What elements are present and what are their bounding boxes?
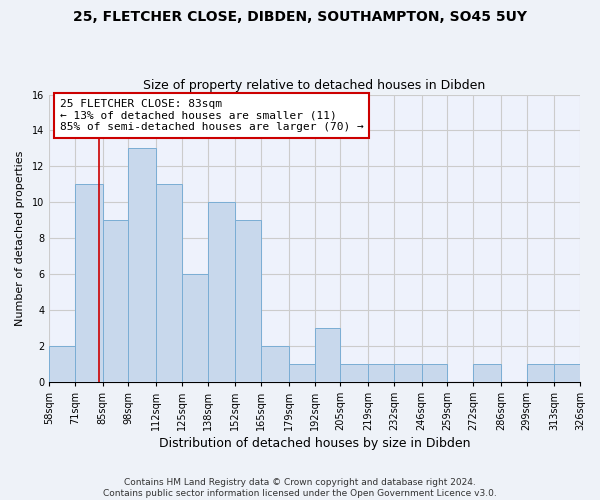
- Y-axis label: Number of detached properties: Number of detached properties: [15, 150, 25, 326]
- Text: 25, FLETCHER CLOSE, DIBDEN, SOUTHAMPTON, SO45 5UY: 25, FLETCHER CLOSE, DIBDEN, SOUTHAMPTON,…: [73, 10, 527, 24]
- Text: 25 FLETCHER CLOSE: 83sqm
← 13% of detached houses are smaller (11)
85% of semi-d: 25 FLETCHER CLOSE: 83sqm ← 13% of detach…: [60, 99, 364, 132]
- X-axis label: Distribution of detached houses by size in Dibden: Distribution of detached houses by size …: [159, 437, 470, 450]
- Bar: [527, 364, 554, 382]
- Bar: [554, 364, 580, 382]
- Bar: [368, 364, 394, 382]
- Bar: [156, 184, 182, 382]
- Bar: [340, 364, 368, 382]
- Bar: [261, 346, 289, 382]
- Bar: [473, 364, 501, 382]
- Bar: [103, 220, 128, 382]
- Text: Contains HM Land Registry data © Crown copyright and database right 2024.
Contai: Contains HM Land Registry data © Crown c…: [103, 478, 497, 498]
- Bar: [49, 346, 75, 382]
- Title: Size of property relative to detached houses in Dibden: Size of property relative to detached ho…: [143, 79, 486, 92]
- Bar: [128, 148, 156, 382]
- Bar: [182, 274, 208, 382]
- Bar: [289, 364, 314, 382]
- Bar: [208, 202, 235, 382]
- Bar: [75, 184, 103, 382]
- Bar: [422, 364, 447, 382]
- Bar: [394, 364, 422, 382]
- Bar: [314, 328, 340, 382]
- Bar: [235, 220, 261, 382]
